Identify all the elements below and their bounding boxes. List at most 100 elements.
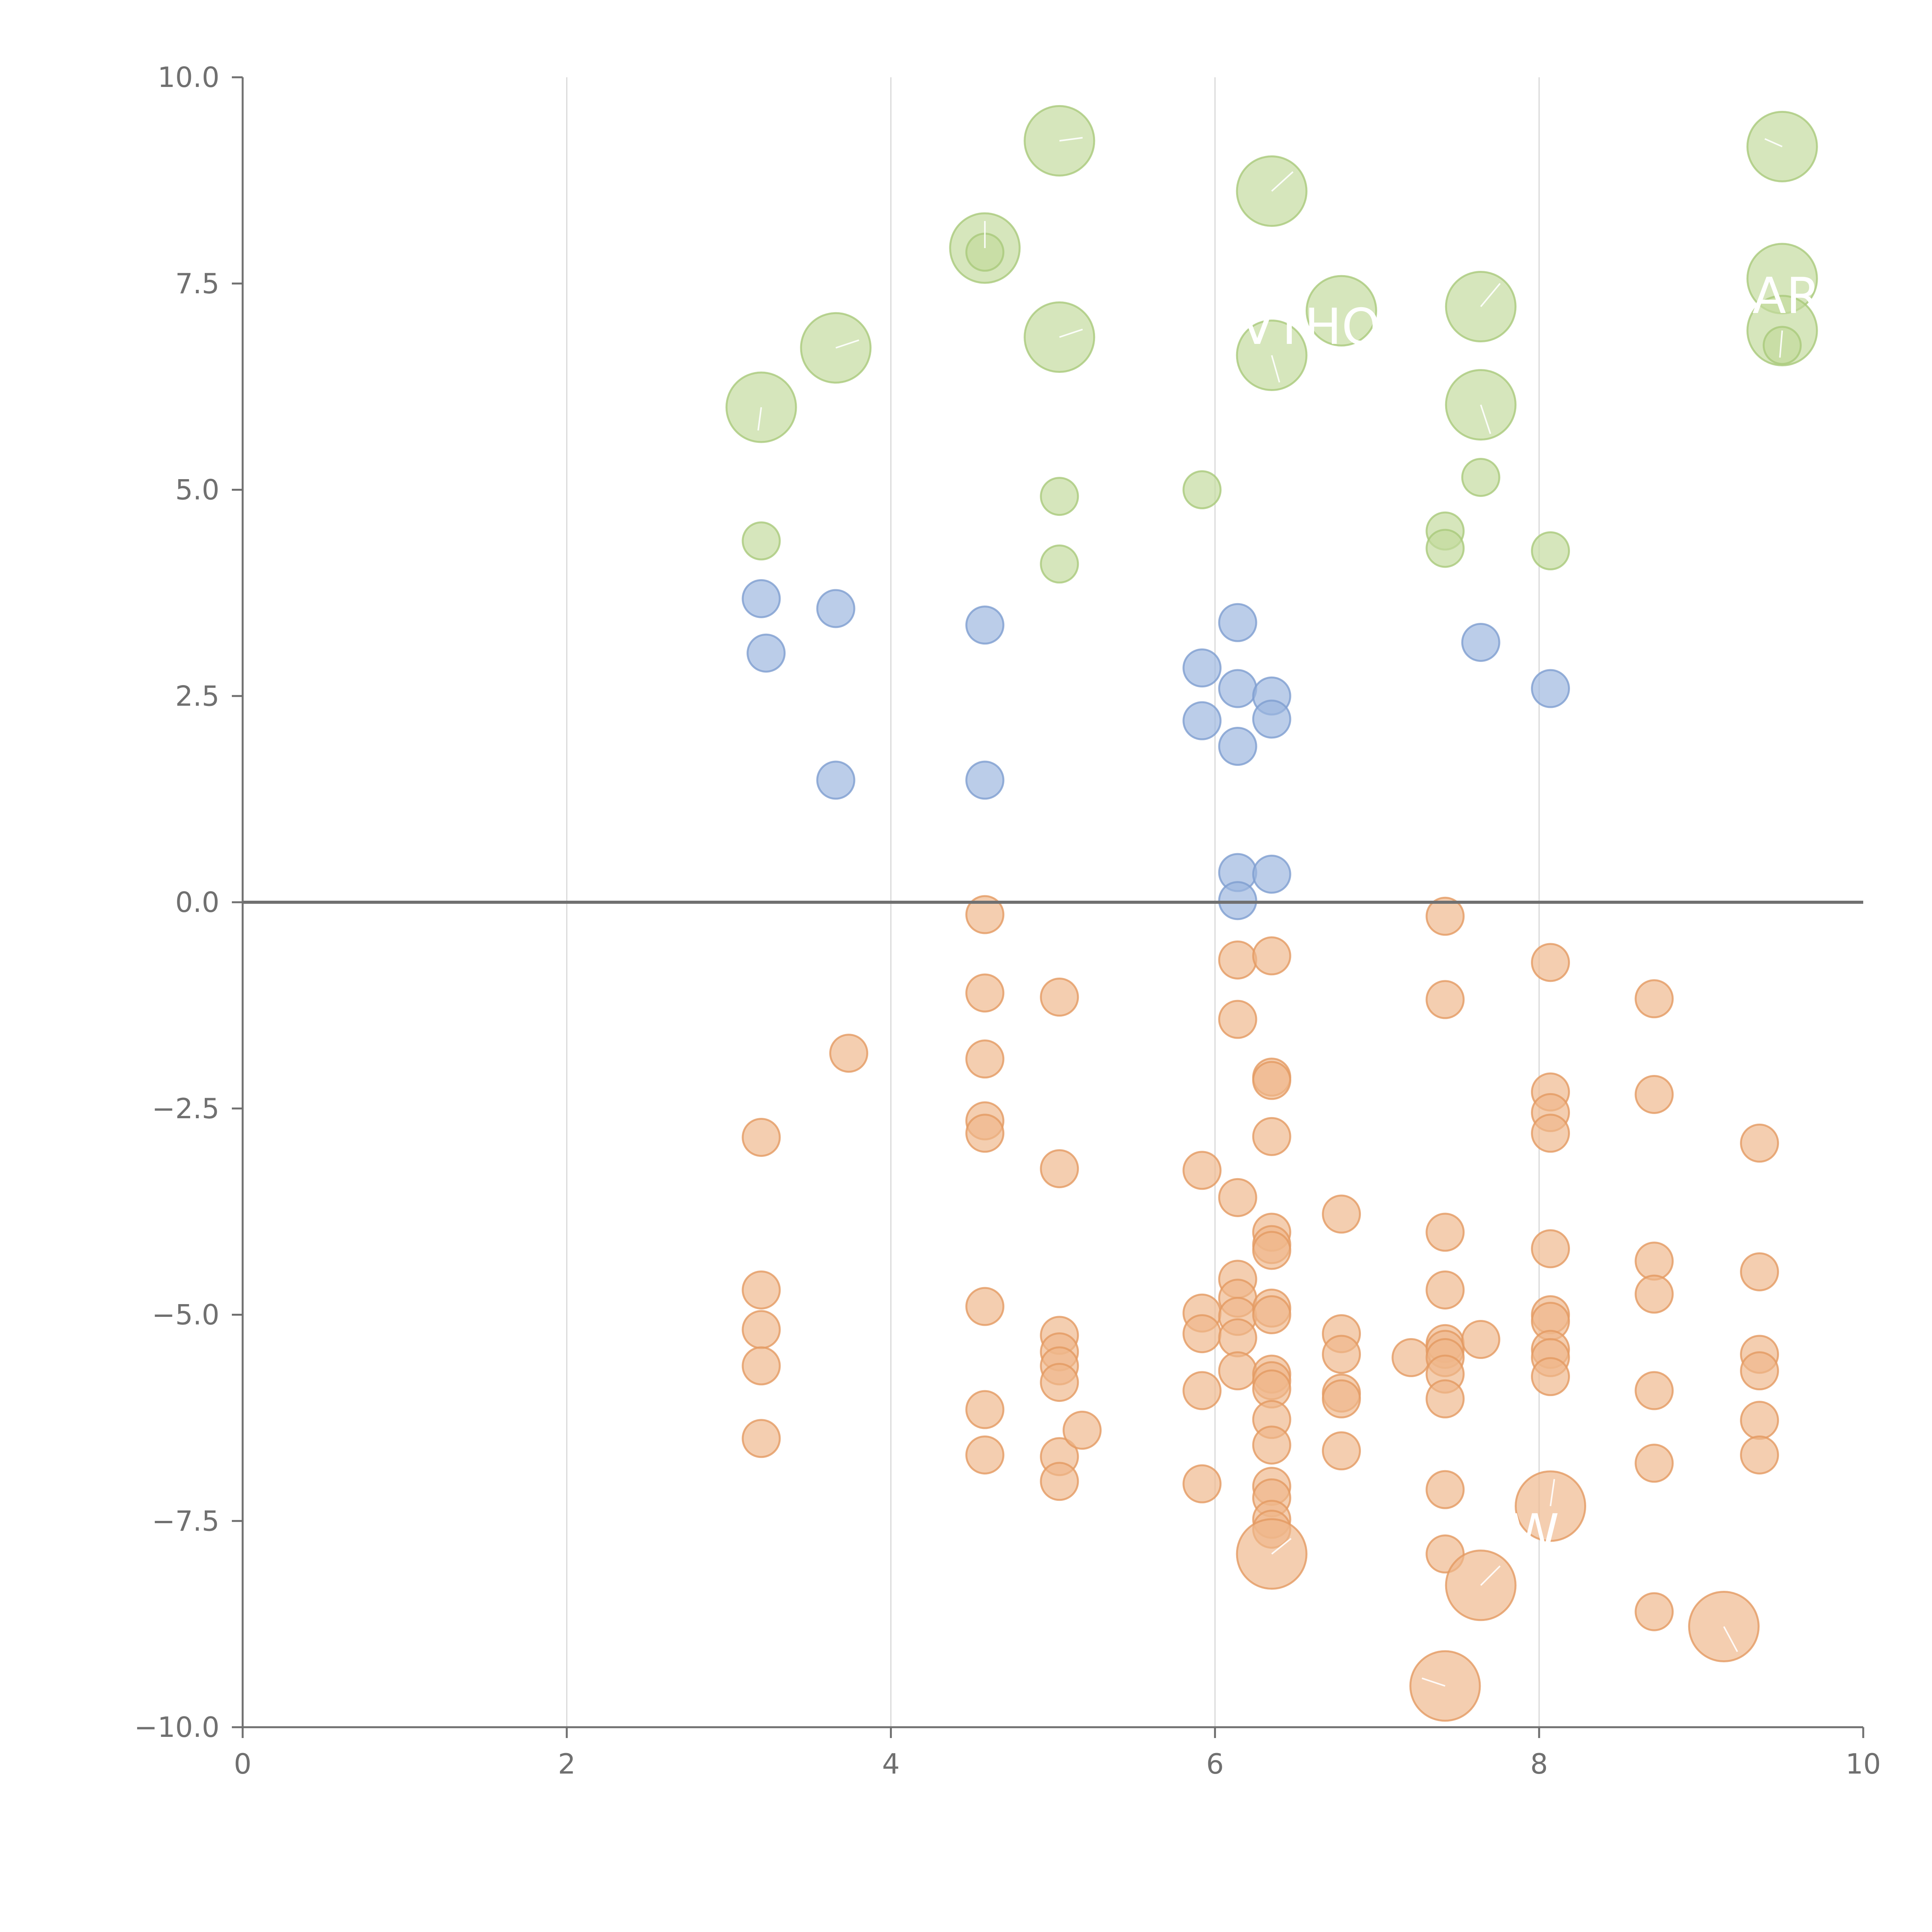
data-point-orange bbox=[1740, 1401, 1779, 1440]
data-point-orange bbox=[1040, 1149, 1079, 1189]
data-point-orange bbox=[1252, 936, 1291, 976]
data-point-green bbox=[1425, 529, 1465, 568]
data-point-orange bbox=[965, 895, 1005, 934]
data-point-blue bbox=[1252, 854, 1291, 894]
data-point-orange bbox=[1634, 979, 1674, 1019]
annotation-label: E bbox=[1379, 1666, 1411, 1724]
data-point-orange bbox=[1322, 1431, 1361, 1471]
data-points bbox=[725, 105, 1818, 1722]
data-point-orange bbox=[1218, 1178, 1257, 1217]
data-point-orange bbox=[1218, 1318, 1257, 1357]
data-point-orange bbox=[1425, 1270, 1465, 1310]
data-point-green bbox=[1461, 457, 1500, 497]
annotation-label: DW bbox=[1472, 1504, 1559, 1561]
data-point-green bbox=[1182, 470, 1222, 509]
x-tick-label: 4 bbox=[882, 1748, 900, 1780]
x-tick-label: 6 bbox=[1206, 1748, 1224, 1780]
data-point-blue bbox=[1218, 881, 1257, 920]
data-point-orange bbox=[742, 1270, 781, 1310]
annotation-leader-line bbox=[1480, 1565, 1501, 1586]
annotation-leader-line bbox=[1723, 1626, 1738, 1652]
x-tick-label: 0 bbox=[234, 1748, 252, 1780]
data-point-green bbox=[1531, 531, 1570, 570]
data-point-blue bbox=[1218, 669, 1257, 708]
data-point-orange bbox=[1182, 1314, 1222, 1354]
data-point-orange bbox=[965, 1114, 1005, 1153]
data-point-orange bbox=[1252, 1231, 1291, 1270]
data-point-orange bbox=[1634, 1592, 1674, 1631]
y-tick-label: 10.0 bbox=[158, 61, 219, 94]
data-point-orange bbox=[1182, 1464, 1222, 1503]
data-point-orange bbox=[1425, 1379, 1465, 1418]
data-point-orange bbox=[1634, 1444, 1674, 1483]
data-point-blue bbox=[1461, 622, 1500, 662]
annotations: VTHO AR DW E bbox=[1240, 267, 1821, 1724]
annotation-leader-line bbox=[1549, 1479, 1555, 1507]
annotation-leader-line bbox=[1779, 330, 1783, 358]
y-tick-label: 2.5 bbox=[175, 680, 219, 712]
data-point-orange bbox=[742, 1310, 781, 1349]
y-tick-label: −7.5 bbox=[152, 1505, 219, 1537]
data-point-blue bbox=[1182, 648, 1222, 688]
data-point-orange bbox=[965, 1039, 1005, 1079]
y-tick-label: −2.5 bbox=[152, 1092, 219, 1125]
data-point-orange bbox=[1461, 1320, 1500, 1359]
data-point-green bbox=[1306, 275, 1378, 347]
data-point-orange bbox=[1040, 1363, 1079, 1402]
data-point-orange bbox=[1252, 1425, 1291, 1465]
data-point-orange bbox=[1425, 1213, 1465, 1252]
annotation-leaders bbox=[757, 137, 1783, 1687]
data-point-orange bbox=[742, 1419, 781, 1458]
data-point-green bbox=[1040, 477, 1079, 516]
data-point-orange bbox=[1252, 1295, 1291, 1334]
data-point-orange bbox=[829, 1034, 869, 1073]
data-point-orange bbox=[1531, 1229, 1570, 1269]
data-point-orange bbox=[1182, 1151, 1222, 1190]
data-point-orange bbox=[1391, 1338, 1431, 1378]
data-point-blue bbox=[965, 605, 1005, 645]
y-tick-label: 0.0 bbox=[175, 886, 219, 918]
annotation-leader-line bbox=[1271, 355, 1281, 383]
data-point-orange bbox=[1040, 1462, 1079, 1501]
annotation-leader-line bbox=[1480, 404, 1492, 434]
data-point-blue bbox=[1218, 726, 1257, 766]
data-point-orange bbox=[1740, 1252, 1779, 1291]
data-point-orange bbox=[1182, 1371, 1222, 1410]
data-point-orange bbox=[1218, 940, 1257, 980]
data-point-green bbox=[1762, 326, 1802, 365]
annotation-leader-line bbox=[1271, 171, 1294, 192]
annotation-label: VTHO bbox=[1240, 298, 1381, 356]
annotation-label: AR bbox=[1752, 267, 1821, 325]
data-point-orange bbox=[1634, 1371, 1674, 1410]
data-point-orange bbox=[1218, 1000, 1257, 1039]
y-tick-label: −5.0 bbox=[152, 1299, 219, 1331]
y-tick-label: 5.0 bbox=[175, 474, 219, 506]
data-point-orange bbox=[1740, 1351, 1779, 1391]
data-point-orange bbox=[1634, 1242, 1674, 1281]
data-point-green bbox=[742, 521, 781, 561]
data-point-orange bbox=[1425, 980, 1465, 1019]
x-tick-label: 8 bbox=[1530, 1748, 1548, 1780]
data-point-orange bbox=[965, 1390, 1005, 1429]
data-point-blue bbox=[1252, 699, 1291, 739]
data-point-orange bbox=[1634, 1274, 1674, 1314]
data-point-orange bbox=[1322, 1335, 1361, 1374]
data-point-blue bbox=[1182, 701, 1222, 740]
data-point-orange bbox=[1531, 1357, 1570, 1396]
data-point-orange bbox=[742, 1346, 781, 1386]
annotation-leader-line bbox=[835, 339, 859, 349]
data-point-orange bbox=[1531, 943, 1570, 982]
data-point-blue bbox=[1218, 603, 1257, 642]
data-point-blue bbox=[747, 633, 786, 673]
data-point-orange bbox=[1425, 896, 1465, 936]
data-point-orange bbox=[1634, 1075, 1674, 1114]
data-point-green bbox=[725, 371, 797, 443]
data-point-orange bbox=[1252, 1117, 1291, 1156]
data-point-blue bbox=[965, 760, 1005, 800]
annotation-leader-line bbox=[1271, 1538, 1292, 1555]
annotation-leader-line bbox=[1480, 283, 1501, 307]
data-point-orange bbox=[1062, 1410, 1102, 1450]
data-point-orange bbox=[1740, 1435, 1779, 1475]
